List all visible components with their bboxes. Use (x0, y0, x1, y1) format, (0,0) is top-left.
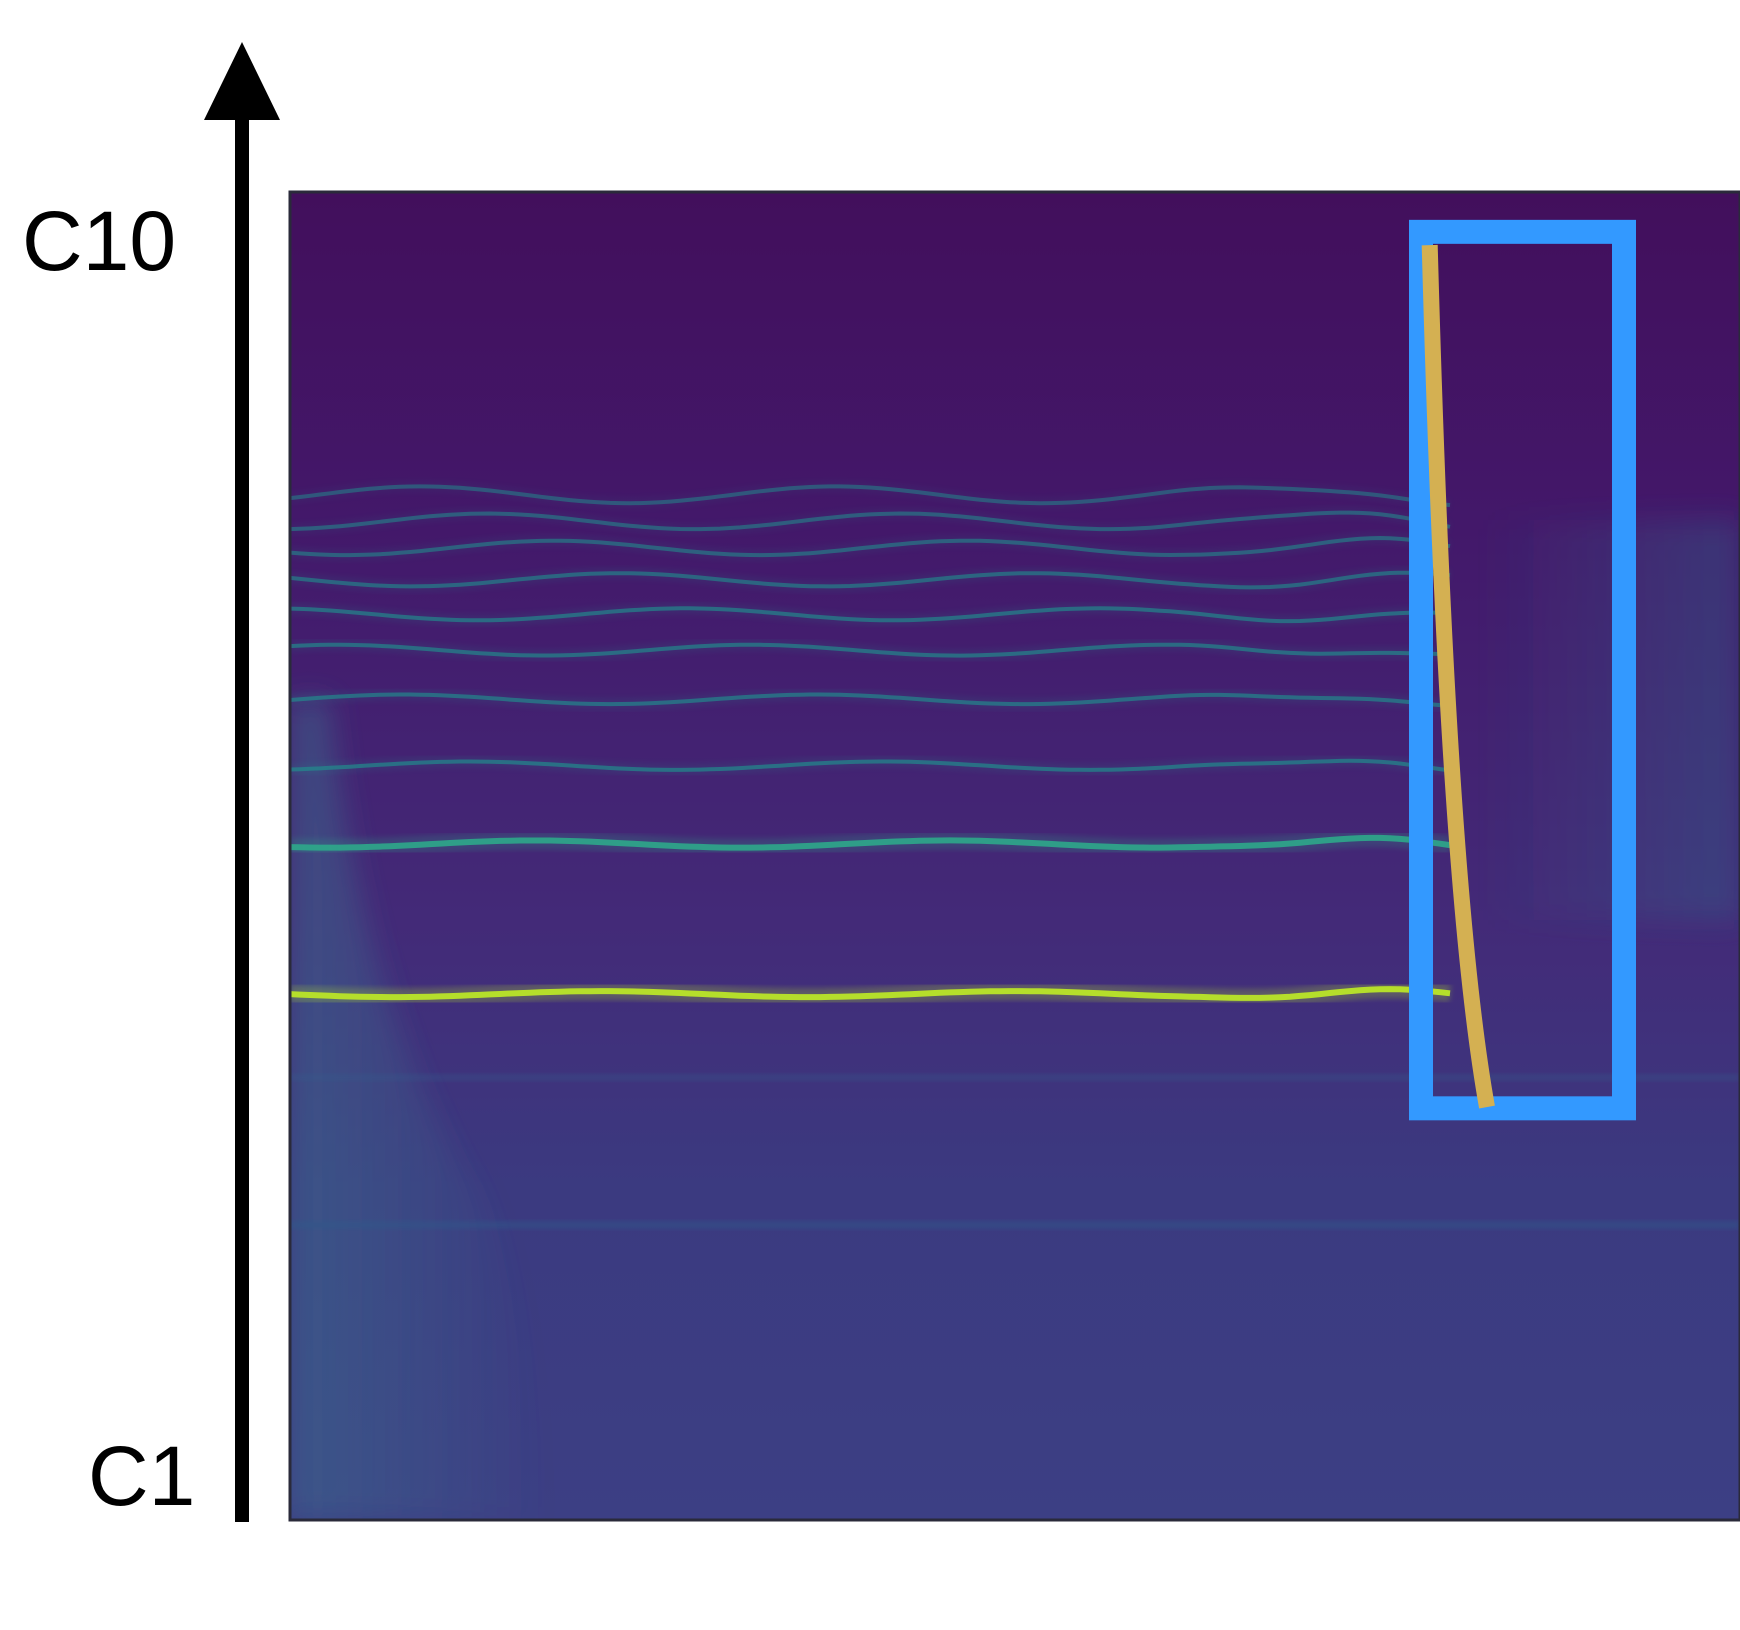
highlight-box (1409, 219, 1636, 1121)
low-band (290, 1222, 1740, 1228)
harmonic-line (290, 570, 1451, 590)
harmonic-line (290, 834, 1451, 851)
harmonic-line (290, 692, 1451, 708)
y-tick-label-bottom: C1 (88, 1429, 195, 1523)
plot-frame (288, 190, 1740, 1522)
y-tick-label-top: C10 (22, 194, 176, 288)
onset-wash (290, 700, 540, 1520)
harmonic-line (290, 510, 1451, 532)
harmonic-line (290, 606, 1451, 624)
harmonic-line (290, 642, 1451, 658)
harmonic-line (290, 986, 1451, 1001)
annotation-curve (1421, 244, 1495, 1109)
spectrogram-panel (290, 192, 1740, 1520)
harmonic-lines (290, 480, 1452, 1007)
harmonic-line (290, 484, 1451, 508)
noise-wash-right (1480, 520, 1740, 920)
low-band (290, 1075, 1740, 1080)
y-axis-arrowhead (204, 42, 280, 120)
harmonic-line (290, 758, 1451, 773)
harmonic-line (290, 535, 1451, 558)
